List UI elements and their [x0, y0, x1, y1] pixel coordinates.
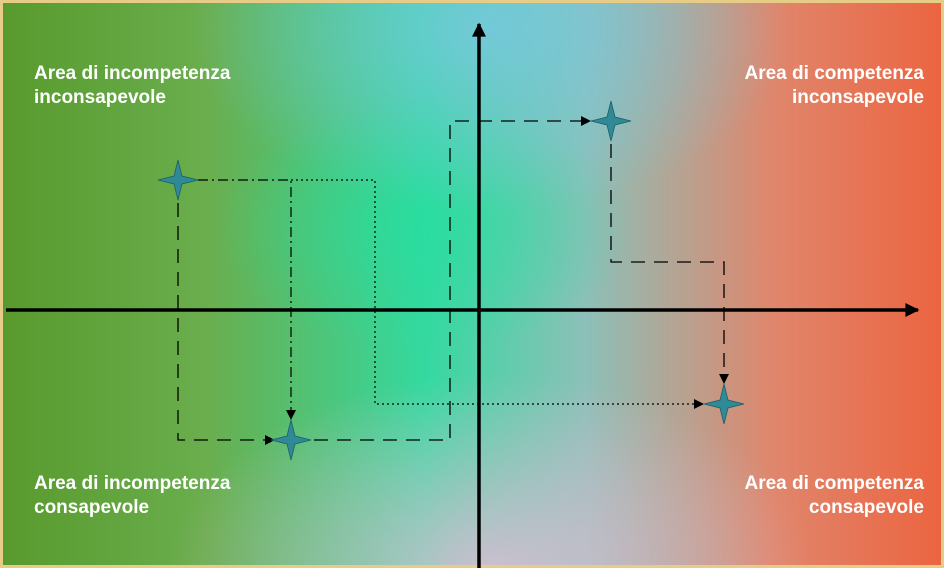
dashed-path-right — [610, 121, 729, 384]
label-line: Area di competenza — [744, 473, 925, 494]
label-line: inconsapevole — [792, 87, 924, 108]
label-line: Area di incompetenza — [34, 473, 231, 494]
star-conscious-incompetence — [270, 419, 312, 461]
label-unconscious-competence: Area di competenza inconsapevole — [745, 62, 925, 110]
star-unconscious-competence — [590, 100, 632, 142]
label-conscious-incompetence: Area di incompetenza consapevole — [34, 472, 230, 520]
dashed-path-left — [177, 180, 275, 445]
star-conscious-competence — [703, 383, 745, 425]
dashed-path-upper — [291, 116, 591, 441]
label-unconscious-incompetence: Area di incompetenza inconsapevole — [34, 62, 230, 110]
dotted-path — [291, 179, 704, 409]
label-line: consapevole — [34, 497, 150, 518]
label-line: consapevole — [808, 497, 924, 518]
star-unconscious-incompetence — [157, 159, 199, 201]
label-conscious-competence: Area di competenza consapevole — [745, 472, 925, 520]
label-line: Area di incompetenza — [34, 63, 231, 84]
label-line: inconsapevole — [34, 87, 166, 108]
label-line: Area di competenza — [744, 63, 925, 84]
dashdot-path — [178, 179, 296, 420]
